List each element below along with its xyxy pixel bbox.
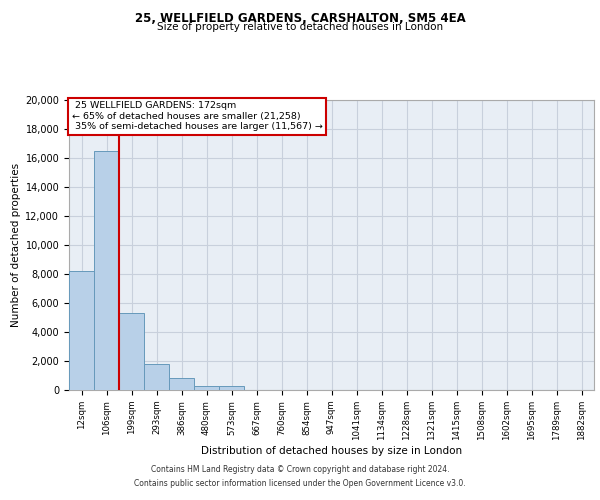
Bar bbox=[119, 313, 144, 390]
Text: Contains HM Land Registry data © Crown copyright and database right 2024.
Contai: Contains HM Land Registry data © Crown c… bbox=[134, 466, 466, 487]
Text: Size of property relative to detached houses in London: Size of property relative to detached ho… bbox=[157, 22, 443, 32]
Bar bbox=[144, 364, 169, 390]
Bar bbox=[194, 386, 219, 390]
Bar bbox=[94, 151, 119, 390]
Text: 25, WELLFIELD GARDENS, CARSHALTON, SM5 4EA: 25, WELLFIELD GARDENS, CARSHALTON, SM5 4… bbox=[134, 12, 466, 26]
Y-axis label: Number of detached properties: Number of detached properties bbox=[11, 163, 21, 327]
Text: 25 WELLFIELD GARDENS: 172sqm
← 65% of detached houses are smaller (21,258)
 35% : 25 WELLFIELD GARDENS: 172sqm ← 65% of de… bbox=[71, 102, 323, 132]
X-axis label: Distribution of detached houses by size in London: Distribution of detached houses by size … bbox=[201, 446, 462, 456]
Bar bbox=[169, 378, 194, 390]
Bar bbox=[219, 386, 244, 390]
Bar bbox=[69, 271, 94, 390]
